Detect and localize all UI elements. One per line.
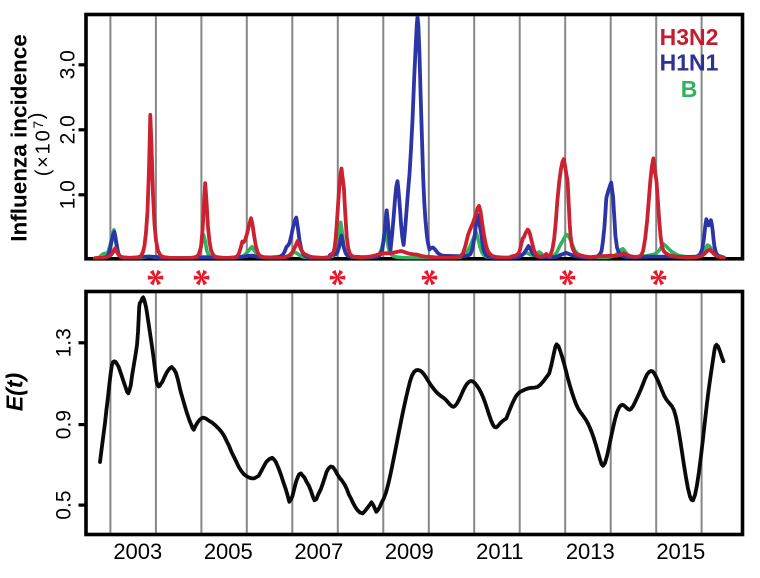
svg-text:H3N2: H3N2 — [660, 24, 719, 50]
svg-text:1.0: 1.0 — [57, 180, 80, 209]
svg-text:2009: 2009 — [385, 539, 434, 564]
svg-text:H1N1: H1N1 — [660, 50, 719, 76]
svg-text:3.0: 3.0 — [57, 50, 80, 79]
svg-text:2003: 2003 — [113, 539, 162, 564]
svg-text:1.3: 1.3 — [53, 328, 76, 357]
svg-text:2.0: 2.0 — [57, 115, 80, 144]
svg-text:Influenza incidence: Influenza incidence — [7, 34, 32, 242]
svg-text:0.5: 0.5 — [53, 490, 76, 519]
svg-text:2007: 2007 — [294, 539, 343, 564]
svg-text:2011: 2011 — [476, 539, 523, 564]
svg-text:E(t): E(t) — [2, 373, 28, 411]
svg-text:B: B — [681, 76, 698, 102]
svg-text:0.9: 0.9 — [53, 410, 76, 439]
svg-text:2005: 2005 — [204, 539, 253, 564]
svg-text:2013: 2013 — [566, 539, 615, 564]
svg-text:2015: 2015 — [656, 539, 705, 564]
